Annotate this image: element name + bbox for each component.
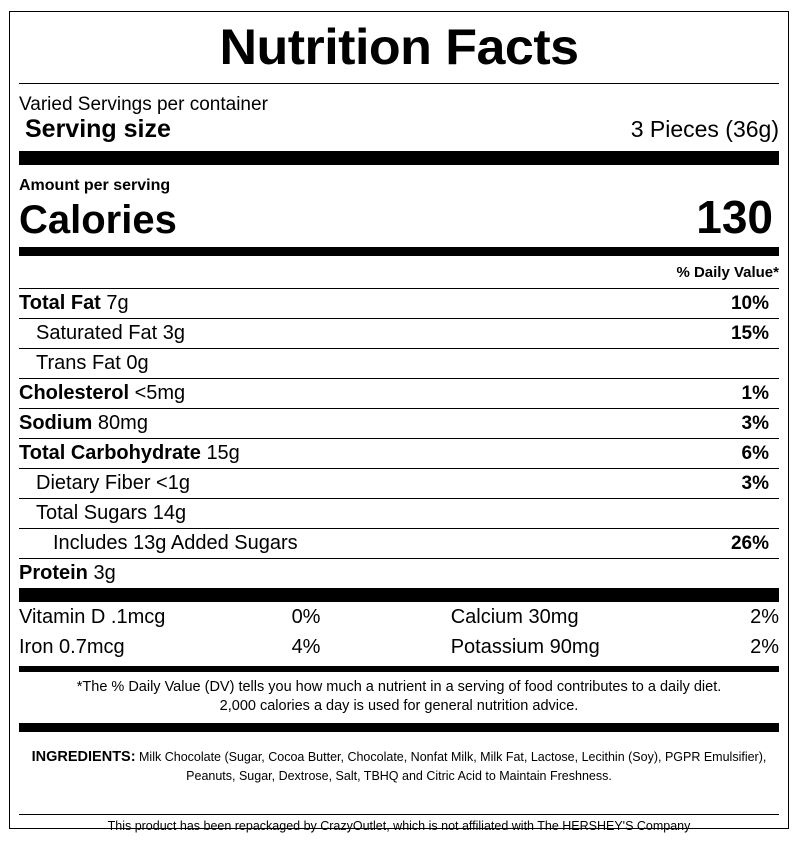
nutrient-name: Sodium xyxy=(19,412,93,434)
vitamin-amount: .1mcg xyxy=(110,606,166,628)
vitamin-amount: 30mg xyxy=(528,606,579,628)
vitamin-dv: 2% xyxy=(750,636,779,658)
nutrient-row-total-carbohydrate: Total Carbohydrate 15g 6% xyxy=(19,438,779,468)
nutrient-name: Includes 13g Added Sugars xyxy=(53,532,298,554)
nutrient-dv: 1% xyxy=(741,383,769,404)
thick-divider xyxy=(19,247,779,256)
vitamin-amount: 90mg xyxy=(549,636,600,658)
nutrient-amount: <5mg xyxy=(134,382,186,404)
daily-value-header: % Daily Value* xyxy=(676,264,779,281)
calories-value: 130 xyxy=(696,191,773,243)
nutrient-row-cholesterol: Cholesterol <5mg 1% xyxy=(19,378,779,408)
nutrient-row-trans-fat: Trans Fat 0g xyxy=(19,348,779,378)
servings-per-container: Varied Servings per container xyxy=(19,94,268,115)
divider xyxy=(19,814,779,815)
nutrient-row-dietary-fiber: Dietary Fiber <1g 3% xyxy=(19,468,779,498)
vitamin-dv: 4% xyxy=(291,636,321,658)
vitamin-name: Calcium xyxy=(450,606,523,628)
thick-divider xyxy=(19,151,779,165)
repackage-note: This product has been repackaged by Craz… xyxy=(107,819,691,833)
nutrient-amount: 3g xyxy=(162,322,185,344)
vitamin-amount: 0.7mcg xyxy=(59,636,125,658)
vitamin-dv: 0% xyxy=(291,606,321,628)
nutrient-name: Protein xyxy=(19,562,88,584)
nutrient-dv: 3% xyxy=(741,473,769,494)
nutrient-dv: 15% xyxy=(730,323,769,344)
nutrient-amount: 7g xyxy=(106,292,129,314)
vitamin-row: Iron 0.7mcg 4% Potassium 90mg 2% xyxy=(19,632,779,662)
thick-divider xyxy=(19,666,779,672)
nutrient-name: Dietary Fiber xyxy=(36,472,151,494)
thick-divider xyxy=(19,723,779,732)
vitamin-name: Potassium xyxy=(450,636,545,658)
vitamin-dv: 2% xyxy=(750,606,779,628)
nutrient-dv: 10% xyxy=(730,293,769,314)
vitamin-name: Vitamin D xyxy=(19,606,106,628)
vitamin-row: Vitamin D .1mcg 0% Calcium 30mg 2% xyxy=(19,602,779,632)
nutrient-name: Total Sugars xyxy=(36,502,148,524)
nutrient-name: Saturated Fat xyxy=(36,322,158,344)
ingredients-block: INGREDIENTS: Milk Chocolate (Sugar, Coco… xyxy=(19,732,779,814)
nutrient-row-sodium: Sodium 80mg 3% xyxy=(19,408,779,438)
nutrient-dv: 26% xyxy=(730,533,769,554)
footnote-line-1: *The % Daily Value (DV) tells you how mu… xyxy=(76,679,722,695)
calories-label: Calories xyxy=(19,198,177,242)
calories-row: Calories 130 xyxy=(19,191,779,247)
nutrient-amount: 0g xyxy=(126,352,149,374)
thick-divider xyxy=(19,588,779,602)
nutrient-row-saturated-fat: Saturated Fat 3g 15% xyxy=(19,318,779,348)
label-title: Nutrition Facts xyxy=(219,19,579,75)
nutrient-name: Trans Fat xyxy=(36,352,121,374)
nutrient-row-added-sugars: Includes 13g Added Sugars 26% xyxy=(19,528,779,558)
nutrient-row-total-fat: Total Fat 7g 10% xyxy=(19,288,779,318)
nutrient-name: Total Fat xyxy=(19,292,101,314)
nutrient-row-total-sugars: Total Sugars 14g xyxy=(19,498,779,528)
daily-value-footnote: *The % Daily Value (DV) tells you how mu… xyxy=(19,672,779,723)
nutrient-amount: 80mg xyxy=(97,412,148,434)
amount-per-serving: Amount per serving xyxy=(19,177,171,194)
serving-size-label: Serving size xyxy=(25,115,171,143)
serving-size-row: Serving size 3 Pieces (36g) xyxy=(19,115,779,151)
ingredients-heading: INGREDIENTS: xyxy=(31,749,136,765)
nutrient-dv: 3% xyxy=(741,413,769,434)
nutrient-amount: 15g xyxy=(206,442,240,464)
divider xyxy=(19,83,779,84)
footnote-line-2: 2,000 calories a day is used for general… xyxy=(219,698,579,714)
nutrient-amount: 14g xyxy=(152,502,187,524)
nutrient-name: Cholesterol xyxy=(19,382,130,404)
nutrient-amount: 3g xyxy=(93,562,116,584)
nutrient-row-protein: Protein 3g xyxy=(19,558,779,588)
serving-size-value: 3 Pieces (36g) xyxy=(630,116,779,142)
nutrient-dv: 6% xyxy=(741,443,769,464)
nutrient-amount: <1g xyxy=(156,472,190,494)
nutrition-label: Nutrition Facts Varied Servings per cont… xyxy=(9,11,789,833)
ingredients-text: Milk Chocolate (Sugar, Cocoa Butter, Cho… xyxy=(135,750,767,783)
vitamin-name: Iron xyxy=(19,636,54,658)
nutrient-name: Total Carbohydrate xyxy=(19,442,201,464)
